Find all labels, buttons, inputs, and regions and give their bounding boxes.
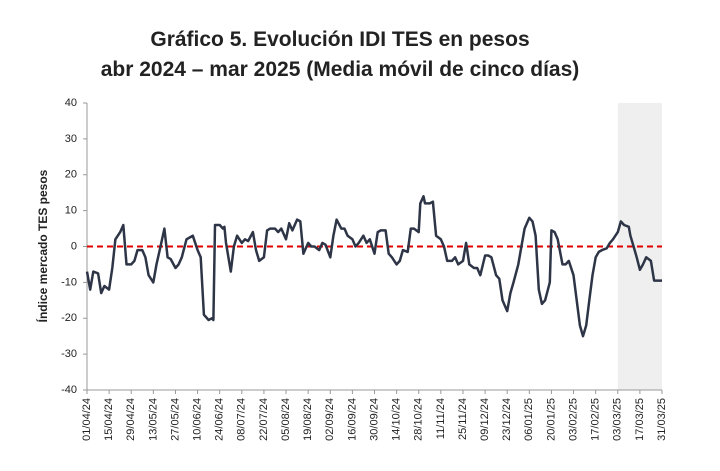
y-tick-label: 0 [71,240,77,252]
x-tick-label: 30/09/24 [368,398,380,441]
x-tick-label: 17/03/25 [634,398,646,441]
x-tick-label: 24/06/24 [214,398,226,441]
x-tick-label: 06/01/25 [523,398,535,441]
x-tick-label: 22/07/24 [258,398,270,441]
x-tick-label: 03/03/25 [612,398,624,441]
y-tick-label: 30 [65,133,77,145]
x-tick-label: 16/09/24 [346,398,358,441]
x-tick-label: 25/11/24 [457,398,469,440]
x-tick-label: 14/10/24 [391,398,403,441]
series-line [85,195,662,338]
x-tick-label: 28/10/24 [413,398,425,441]
y-tick-label: -30 [61,348,77,360]
y-axis-label: Índice mercado TES pesos [35,169,50,322]
x-tick-label: 02/09/24 [324,398,336,441]
x-tick-label: 31/03/25 [656,398,668,441]
x-tick-label: 03/02/25 [567,398,579,441]
x-tick-label: 19/08/24 [302,398,314,441]
y-tick-label: 20 [65,169,77,181]
x-tick-label: 09/12/24 [479,398,491,441]
x-tick-label: 15/04/24 [103,398,115,441]
x-tick-label: 17/02/25 [590,398,602,441]
x-tick-label: 13/05/24 [147,398,159,441]
x-tick-label: 01/04/24 [81,398,93,441]
x-tick-label: 27/05/24 [169,398,181,441]
x-tick-label: 05/08/24 [280,398,292,441]
x-tick-label: 29/04/24 [125,398,137,441]
x-tick-label: 23/12/24 [501,398,513,441]
x-tick-label: 10/06/24 [191,398,203,441]
x-tick-label: 11/11/24 [435,398,447,439]
y-tick-label: 40 [65,97,77,109]
chart-title: abr 2024 – mar 2025 (Media móvil de cinc… [101,58,580,81]
y-tick-label: -20 [61,312,77,324]
y-tick-label: -10 [61,276,77,288]
x-tick-label: 08/07/24 [236,398,248,441]
y-tick-label: -40 [61,384,77,396]
x-tick-label: 20/01/25 [545,398,557,441]
chart-title: Gráfico 5. Evolución IDI TES en pesos [150,28,529,51]
y-tick-label: 10 [65,205,77,217]
